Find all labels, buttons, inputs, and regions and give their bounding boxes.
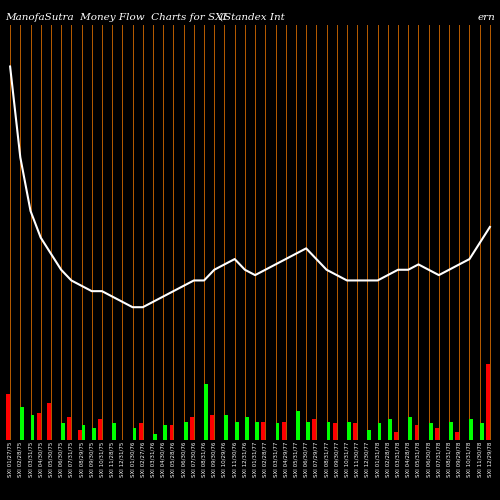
Bar — [204, 384, 208, 440]
Text: (Standex Int: (Standex Int — [220, 12, 285, 22]
Bar — [449, 422, 453, 440]
Bar — [20, 407, 24, 440]
Bar — [333, 424, 337, 440]
Bar — [245, 417, 249, 440]
Bar — [37, 414, 40, 440]
Bar — [92, 428, 96, 440]
Bar — [153, 434, 157, 440]
Bar — [296, 411, 300, 440]
Bar — [347, 422, 351, 440]
Bar — [68, 417, 71, 440]
Bar — [6, 394, 10, 440]
Bar — [234, 422, 238, 440]
Bar — [312, 419, 316, 440]
Bar — [170, 425, 173, 440]
Bar — [139, 424, 143, 440]
Bar — [210, 415, 214, 440]
Bar — [428, 424, 432, 440]
Bar — [61, 424, 65, 440]
Bar — [435, 428, 439, 440]
Bar — [282, 422, 286, 440]
Bar — [30, 415, 34, 440]
Bar — [82, 425, 86, 440]
Bar — [378, 424, 382, 440]
Bar — [408, 417, 412, 440]
Bar — [255, 422, 259, 440]
Bar — [163, 425, 167, 440]
Bar — [47, 402, 51, 440]
Text: ern: ern — [477, 12, 495, 22]
Bar — [470, 419, 474, 440]
Bar — [224, 415, 228, 440]
Bar — [388, 419, 392, 440]
Bar — [262, 422, 266, 440]
Bar — [78, 430, 82, 440]
Bar — [326, 422, 330, 440]
Bar — [98, 419, 102, 440]
Bar — [132, 428, 136, 440]
Bar — [112, 424, 116, 440]
Text: ManofaSutra  Money Flow  Charts for SXI: ManofaSutra Money Flow Charts for SXI — [5, 12, 226, 22]
Bar — [184, 422, 188, 440]
Bar — [190, 417, 194, 440]
Bar — [306, 422, 310, 440]
Bar — [456, 432, 460, 440]
Bar — [368, 430, 372, 440]
Bar — [480, 424, 484, 440]
Bar — [276, 424, 280, 440]
Bar — [394, 432, 398, 440]
Bar — [486, 364, 490, 440]
Bar — [414, 425, 418, 440]
Bar — [354, 424, 357, 440]
